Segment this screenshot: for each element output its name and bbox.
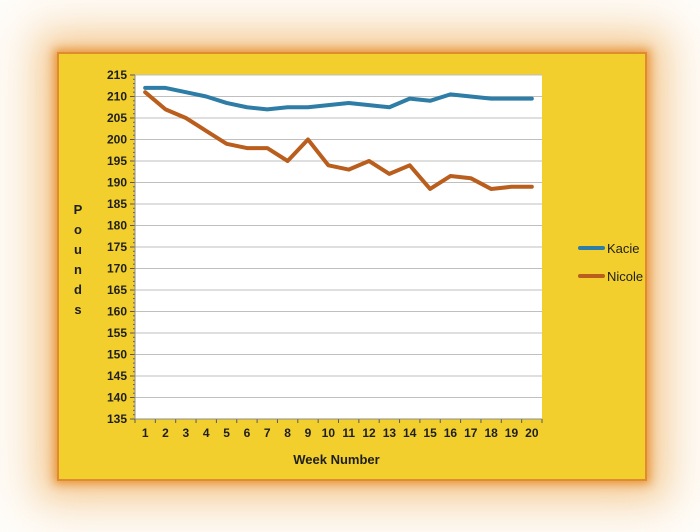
y-axis-title-letter: u	[74, 242, 82, 257]
y-tick-label: 200	[107, 133, 127, 147]
y-tick-label: 180	[107, 219, 127, 233]
series-line-nicole	[143, 90, 534, 191]
y-tick-label: 140	[107, 391, 127, 405]
x-tick-label: 4	[203, 426, 210, 440]
x-tick-label: 7	[264, 426, 271, 440]
x-tick-label: 12	[362, 426, 376, 440]
x-tick-label: 3	[183, 426, 190, 440]
y-tick-label: 210	[107, 90, 127, 104]
y-tick-label: 150	[107, 348, 127, 362]
x-tick-label: 8	[284, 426, 291, 440]
y-axis-title-letter: d	[74, 282, 82, 297]
y-tick-label: 195	[107, 154, 127, 168]
chart-panel: 215 210 205 200 195 190 185 180 175 170 165 160 155 1…	[57, 52, 647, 481]
kacie-line-swatch	[578, 246, 605, 250]
legend-label-kacie: Kacie	[607, 240, 640, 256]
legend: Kacie Nicole	[578, 239, 648, 295]
y-axis-title-letter: s	[74, 302, 82, 317]
x-tick-label: 15	[423, 426, 437, 440]
plot-area: 2152102052001951901851801751701651601551…	[107, 68, 543, 440]
x-tick-label: 1	[142, 426, 149, 440]
y-tick-label: 215	[107, 68, 127, 82]
y-tick-label: 155	[107, 326, 127, 340]
y-tick-label: 160	[107, 305, 127, 319]
x-tick-label: 17	[464, 426, 478, 440]
y-tick-label: 170	[107, 262, 127, 276]
x-tick-label: 2	[162, 426, 169, 440]
x-tick-label: 11	[342, 426, 355, 440]
x-tick-label: 10	[322, 426, 336, 440]
x-tick-label: 6	[244, 426, 251, 440]
legend-label-nicole: Nicole	[607, 268, 644, 284]
x-tick-label: 20	[525, 426, 539, 440]
legend-item-nicole: Nicole	[578, 267, 648, 285]
x-axis-title: Week Number	[293, 452, 380, 467]
y-axis-title-letter: P	[73, 202, 83, 217]
series-line-kacie	[143, 85, 534, 112]
x-tick-label: 14	[403, 426, 417, 440]
x-tick-label: 18	[484, 426, 498, 440]
y-axis-title-letter: n	[74, 262, 82, 277]
x-tick-label: 16	[444, 426, 458, 440]
y-tick-label: 175	[107, 240, 127, 254]
y-tick-label: 165	[107, 283, 127, 297]
y-tick-label: 190	[107, 176, 127, 190]
y-tick-label: 185	[107, 197, 127, 211]
y-tick-label: 135	[107, 412, 127, 426]
y-tick-label: 205	[107, 111, 127, 125]
y-axis-title-letter: o	[74, 222, 82, 237]
x-tick-label: 9	[305, 426, 312, 440]
x-tick-label: 19	[505, 426, 519, 440]
x-tick-label: 13	[383, 426, 397, 440]
nicole-line-swatch	[578, 274, 605, 278]
x-tick-label: 5	[223, 426, 230, 440]
legend-item-kacie: Kacie	[578, 239, 648, 257]
y-tick-label: 145	[107, 369, 127, 383]
